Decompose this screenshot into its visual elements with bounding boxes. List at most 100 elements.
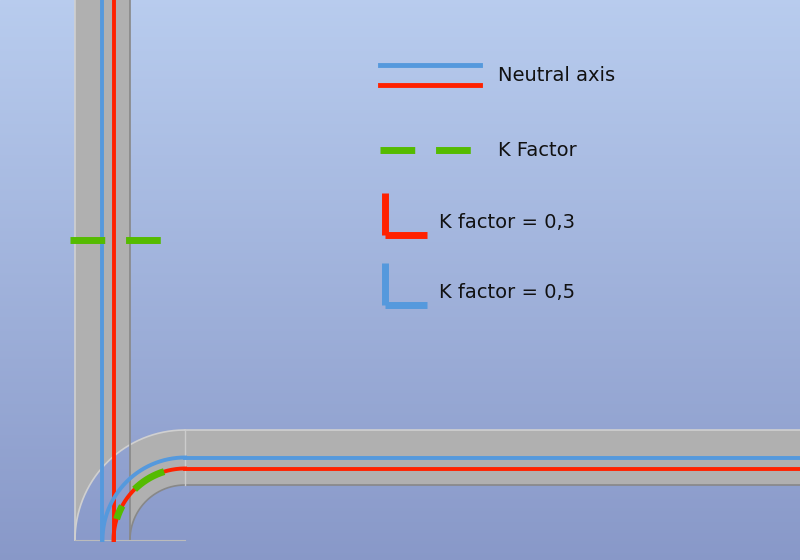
Bar — [0, 476, 800, 479]
Bar — [0, 459, 800, 462]
Bar — [0, 543, 800, 546]
Bar — [0, 120, 800, 123]
Bar — [0, 90, 800, 92]
Bar — [0, 8, 800, 11]
Bar — [0, 59, 800, 62]
Bar — [0, 199, 800, 202]
Bar — [0, 232, 800, 235]
Bar — [0, 330, 800, 333]
Bar — [0, 255, 800, 258]
Bar — [0, 165, 800, 168]
Bar — [0, 106, 800, 109]
Bar — [0, 272, 800, 274]
Bar — [0, 440, 800, 442]
Bar — [0, 314, 800, 316]
Bar — [0, 361, 800, 364]
Bar — [0, 98, 800, 101]
Bar — [0, 260, 800, 263]
Bar — [0, 146, 800, 148]
Bar — [0, 28, 800, 31]
Bar — [0, 73, 800, 76]
Bar — [0, 143, 800, 146]
Bar — [0, 437, 800, 440]
Bar — [0, 510, 800, 512]
Bar — [0, 470, 800, 473]
Bar — [0, 6, 800, 8]
Bar — [0, 381, 800, 384]
Bar — [0, 395, 800, 398]
Bar — [0, 538, 800, 540]
Bar — [0, 190, 800, 193]
Bar — [0, 118, 800, 120]
Bar — [0, 151, 800, 154]
Bar — [0, 344, 800, 347]
Bar — [0, 336, 800, 339]
Bar — [0, 188, 800, 190]
Bar — [0, 512, 800, 515]
Bar — [0, 87, 800, 90]
Bar — [0, 398, 800, 400]
Bar — [0, 216, 800, 218]
Bar — [0, 414, 800, 417]
Bar — [0, 554, 800, 557]
Bar — [0, 535, 800, 538]
Bar — [0, 171, 800, 174]
Bar — [0, 515, 800, 518]
Bar — [0, 291, 800, 294]
Bar — [0, 95, 800, 98]
Bar — [0, 356, 800, 358]
Bar — [0, 442, 800, 445]
Bar — [0, 67, 800, 70]
Bar — [0, 266, 800, 269]
Bar — [0, 50, 800, 53]
Bar — [0, 3, 800, 6]
Text: K Factor: K Factor — [498, 141, 577, 160]
Bar — [0, 196, 800, 199]
Bar — [0, 412, 800, 414]
Bar — [0, 389, 800, 392]
Bar — [0, 182, 800, 185]
Bar — [0, 524, 800, 526]
Bar — [0, 400, 800, 403]
Bar — [0, 160, 800, 162]
Bar — [0, 498, 800, 501]
Bar — [0, 269, 800, 272]
Bar — [0, 202, 800, 204]
Bar — [0, 244, 800, 246]
Bar — [0, 333, 800, 336]
Bar — [0, 386, 800, 389]
Bar — [0, 552, 800, 554]
Bar — [0, 403, 800, 406]
Bar — [0, 174, 800, 176]
Bar — [0, 25, 800, 28]
Bar — [0, 20, 800, 22]
Bar — [0, 448, 800, 451]
Bar — [0, 526, 800, 529]
Bar — [0, 423, 800, 426]
Bar — [0, 115, 800, 118]
Bar — [0, 328, 800, 330]
Bar — [0, 56, 800, 59]
Bar — [0, 540, 800, 543]
Polygon shape — [75, 0, 800, 540]
Bar — [0, 305, 800, 308]
Bar — [0, 420, 800, 423]
Bar — [0, 213, 800, 216]
Bar — [0, 532, 800, 535]
Bar — [0, 370, 800, 372]
Bar — [0, 36, 800, 39]
Bar — [0, 48, 800, 50]
Bar — [0, 42, 800, 45]
Bar — [0, 507, 800, 510]
Bar — [0, 294, 800, 297]
Bar — [0, 549, 800, 552]
Bar — [0, 431, 800, 434]
Bar — [0, 34, 800, 36]
Bar — [0, 358, 800, 361]
Bar — [0, 62, 800, 64]
Bar — [0, 456, 800, 459]
Bar — [0, 263, 800, 266]
Bar — [0, 258, 800, 260]
Bar — [0, 302, 800, 305]
Bar — [0, 283, 800, 286]
